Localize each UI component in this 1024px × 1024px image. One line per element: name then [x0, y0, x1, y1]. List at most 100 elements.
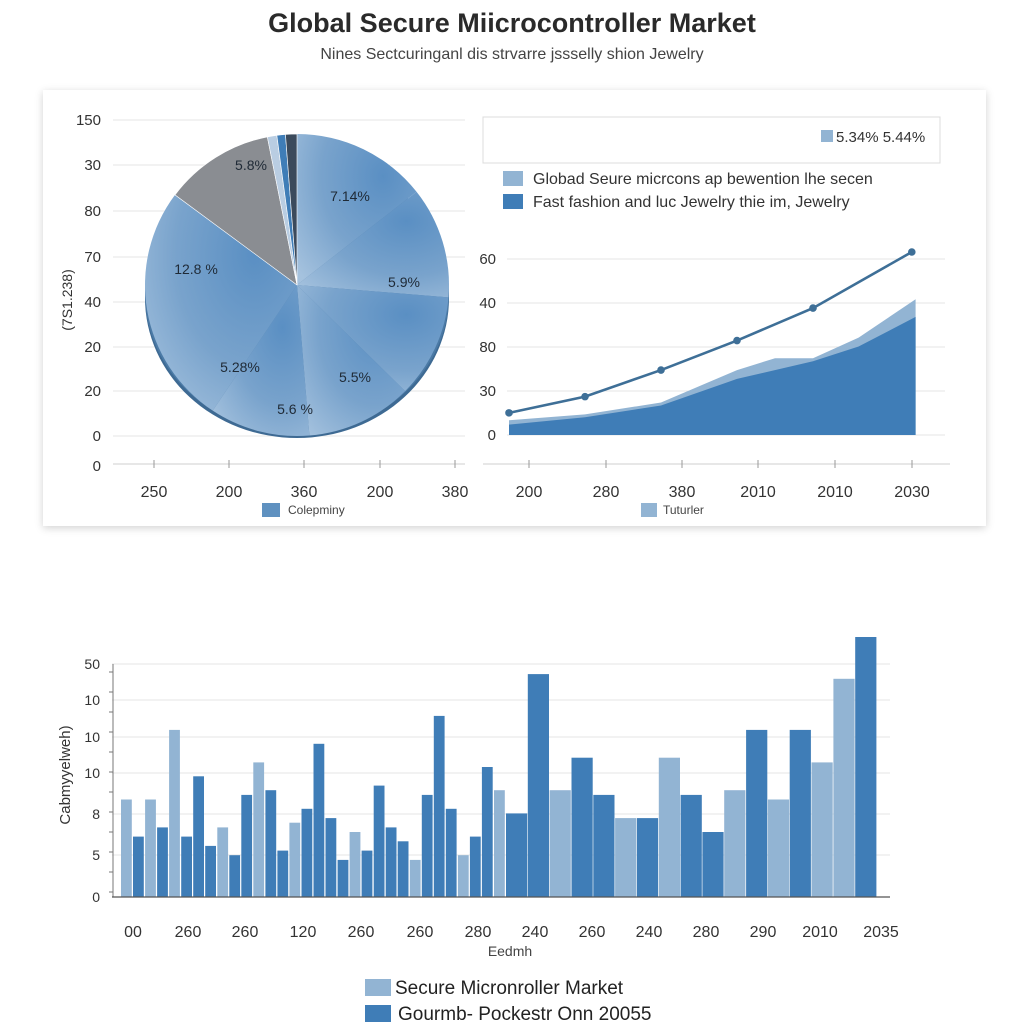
area-bottom-legend-swatch: [641, 503, 657, 517]
bar-y-tick-label: 10: [84, 729, 100, 745]
pie-legend-label: Colepminy: [288, 503, 345, 517]
bar-legend-swatch-light: [365, 979, 391, 996]
bar: [506, 813, 528, 897]
bar-legend-label-dark: Gourmb- Pockestr Onn 20055: [398, 1004, 651, 1024]
line-series-point: [733, 336, 741, 345]
bar: [133, 836, 144, 897]
bar: [301, 808, 313, 897]
area-panel: 5.34% 5.44% Globad Seure micrcons ap bew…: [479, 116, 950, 517]
bar-y-tick-label: 5: [92, 847, 100, 863]
bar: [169, 729, 180, 897]
bar: [121, 799, 132, 897]
pie-y-axis: 150 30 80 70 40 20 20 0 0: [76, 112, 101, 475]
bar: [193, 776, 204, 897]
area-fills: [509, 299, 916, 435]
bar: [457, 855, 469, 897]
bar-y-tick-label: 10: [84, 692, 100, 708]
area-x-tick-label: 2030: [894, 484, 930, 501]
bar: [445, 808, 457, 897]
bar-x-tick-label: 260: [348, 924, 375, 941]
pie-x-tick-label: 200: [367, 484, 394, 501]
bar: [767, 799, 790, 897]
area-y-tick-label: 60: [479, 251, 496, 268]
bar-x-tick-label: 120: [290, 924, 317, 941]
bar: [145, 799, 156, 897]
bar: [421, 794, 433, 897]
bar: [481, 767, 493, 897]
bar: [433, 715, 445, 897]
bar-x-tick-label: 280: [465, 924, 492, 941]
line-series-point: [809, 304, 817, 312]
bar-y-tick-label: 10: [84, 765, 100, 781]
pie-slice-label: 5.8%: [235, 157, 267, 173]
area-x-tick-label: 280: [593, 484, 620, 501]
pie-slice-label: 7.14%: [330, 188, 370, 204]
area-y-tick-label: 0: [488, 427, 496, 444]
area-line-series: [505, 248, 916, 417]
bar: [205, 845, 216, 897]
bar: [746, 729, 768, 897]
bar: [241, 794, 253, 897]
pie-labels: 7.14% 5.9% 5.5% 5.6 % 5.28% 12.8 % 5.8%: [174, 157, 420, 417]
line-series-point: [505, 409, 513, 417]
bar-x-tick-label: 2010: [802, 924, 838, 941]
bar-x-tick-label: 260: [232, 924, 259, 941]
bar: [593, 794, 615, 897]
bar-legend-swatch-dark: [365, 1005, 391, 1022]
bars: [121, 637, 877, 897]
area-legend-box: [482, 116, 941, 164]
bar: [549, 790, 571, 897]
bar: [289, 822, 301, 897]
bar: [385, 827, 397, 897]
legend-label-dark: Fast fashion and luc Jewelry thie im, Je…: [533, 194, 850, 211]
pie-slice-label: 5.28%: [220, 359, 260, 375]
area-y-tick-label: 30: [479, 383, 496, 400]
bar: [253, 762, 265, 897]
bar: [833, 678, 855, 897]
pie-y-tick-label: 70: [84, 249, 101, 266]
bar: [702, 832, 724, 897]
pie-slice: [297, 285, 406, 436]
page-subtitle: Nines Sectcuringanl dis strvarre jsssell…: [320, 46, 704, 63]
pie-x-tick-label: 250: [141, 484, 168, 501]
legend-swatch-light: [503, 171, 523, 186]
bar-x-axis: 00 260 260 120 260 260 280 240 260 240 280 290 2010 2…: [124, 924, 899, 941]
pie-x-axis: 250 200 360 200 380: [141, 460, 469, 501]
area-series-dark: [509, 316, 916, 435]
pie-y-tick-label: 0: [93, 458, 101, 475]
area-y-axis: 60 40 80 30 0: [479, 251, 496, 444]
pie-slice: [297, 134, 417, 285]
bar-x-tick-label: 240: [636, 924, 663, 941]
line-series-point: [908, 248, 916, 256]
area-x-tick-label: 2010: [817, 484, 853, 501]
area-x-axis: 200 280 380 2010 2010 2030: [516, 460, 930, 501]
bar: [313, 743, 325, 897]
pie-y-tick-label: 150: [76, 112, 101, 129]
line-series-point: [581, 392, 589, 401]
line-series-path: [508, 250, 913, 415]
bar: [724, 790, 746, 897]
pie-slice: [174, 136, 298, 286]
area-x-tick-label: 200: [516, 484, 543, 501]
bar-x-tick-label: 280: [693, 924, 720, 941]
pie-y-tick-label: 80: [84, 203, 101, 220]
pie-y-tick-label: 0: [93, 428, 101, 445]
bar: [658, 757, 680, 897]
legend-box-label: 5.34% 5.44%: [836, 129, 925, 146]
bar: [527, 674, 549, 897]
legend-swatch-dark: [503, 194, 523, 209]
pie-x-tick-label: 380: [442, 484, 469, 501]
pie-slice: [285, 133, 298, 286]
pie-slices: [144, 133, 449, 437]
pie-slice-label: 12.8 %: [174, 261, 218, 277]
legend-label-light: Globad Seure micrcons ap bewention lhe s…: [533, 171, 873, 188]
bar-y-tick-label: 8: [92, 806, 100, 822]
pie-x-tick-label: 360: [291, 484, 318, 501]
bar-y-axis-label: Cabmyyelweh): [57, 725, 74, 824]
bar: [494, 790, 505, 897]
bar: [277, 850, 289, 897]
bar-x-tick-label: 290: [750, 924, 777, 941]
